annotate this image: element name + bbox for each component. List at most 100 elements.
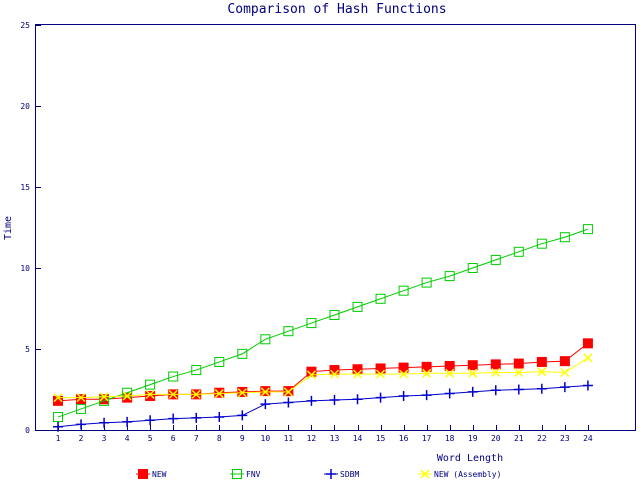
x-tick-label: 8	[217, 434, 222, 443]
x-tick-label: 6	[171, 434, 176, 443]
y-tick-label: 15	[20, 183, 30, 192]
x-tick-label: 12	[307, 434, 317, 443]
x-tick-label: 22	[537, 434, 547, 443]
x-tick-label: 10	[261, 434, 271, 443]
x-tick-label: 7	[194, 434, 199, 443]
data-point-sdbm	[306, 395, 317, 406]
data-point-fnv	[421, 277, 432, 288]
x-tick-label: 17	[422, 434, 432, 443]
data-point-sdbm	[444, 388, 455, 399]
data-point-new	[398, 362, 409, 373]
data-point-new-assembly	[445, 368, 455, 378]
legend-marker-sdbm	[326, 469, 336, 479]
y-tick-label: 10	[20, 264, 30, 273]
data-point-sdbm	[490, 385, 501, 396]
data-point-fnv	[329, 309, 340, 320]
data-point-fnv	[467, 263, 478, 273]
data-point-fnv	[536, 238, 547, 249]
data-point-new-assembly	[191, 389, 201, 399]
data-point-sdbm	[99, 417, 110, 428]
data-point-fnv	[168, 371, 179, 382]
data-point-new	[421, 361, 432, 372]
legend-marker-new	[138, 469, 148, 479]
data-point-new	[375, 363, 386, 374]
x-tick-label: 5	[148, 434, 153, 443]
legend-label-new: NEW	[152, 470, 167, 479]
data-point-new-assembly	[491, 367, 501, 378]
x-tick-label: 16	[399, 434, 409, 443]
data-point-new-assembly	[145, 389, 155, 399]
data-point-new	[536, 356, 547, 367]
x-tick-label: 11	[284, 434, 294, 443]
legend-label-sdbm: SDBM	[340, 470, 359, 479]
data-point-fnv	[398, 285, 409, 296]
data-point-new-assembly	[352, 369, 363, 379]
data-point-new-assembly	[122, 391, 132, 401]
y-axis-label: Time	[3, 216, 14, 240]
data-point-new-assembly	[560, 367, 570, 378]
data-point-new-assembly	[399, 369, 409, 379]
data-point-sdbm	[398, 390, 409, 401]
data-point-fnv	[76, 403, 87, 414]
data-point-new-assembly	[537, 367, 547, 377]
data-point-fnv	[214, 356, 225, 367]
x-tick-label: 13	[330, 434, 340, 443]
data-point-new-assembly	[376, 369, 386, 379]
data-point-sdbm	[76, 419, 87, 430]
x-tick-label: 18	[445, 434, 455, 443]
plot-frame	[35, 24, 636, 431]
x-tick-label: 3	[102, 434, 107, 443]
x-tick-label: 19	[468, 434, 478, 443]
data-point-new-assembly	[168, 389, 178, 399]
data-point-new	[467, 360, 478, 371]
data-point-new	[559, 356, 570, 367]
data-point-fnv	[122, 387, 133, 398]
data-point-fnv	[375, 293, 386, 304]
data-point-new-assembly	[329, 369, 340, 379]
series-line-new-assembly	[58, 357, 589, 399]
data-point-sdbm	[283, 397, 294, 408]
data-point-sdbm	[214, 412, 225, 423]
data-point-new	[53, 395, 63, 406]
data-point-new-assembly	[468, 368, 478, 378]
data-point-sdbm	[260, 399, 271, 410]
data-point-sdbm	[168, 413, 179, 424]
data-point-sdbm	[237, 410, 248, 421]
data-point-fnv	[237, 348, 248, 359]
legend-marker-fnv	[232, 469, 242, 479]
series-line-sdbm	[57, 384, 588, 428]
data-point-new	[145, 390, 156, 401]
x-tick-label: 4	[125, 434, 130, 443]
data-point-sdbm	[122, 416, 133, 427]
data-point-fnv	[352, 301, 363, 312]
data-point-new-assembly	[514, 367, 524, 378]
data-point-sdbm	[467, 386, 478, 397]
x-tick-label: 23	[560, 434, 570, 443]
y-tick-label: 25	[20, 21, 30, 30]
data-point-new-assembly	[422, 368, 432, 378]
data-point-fnv	[559, 232, 570, 243]
y-tick-label: 0	[25, 426, 30, 435]
data-point-new-assembly	[283, 387, 293, 397]
x-tick-label: 20	[491, 434, 501, 443]
y-axis: 0 5 10 15 20 25	[20, 21, 41, 435]
data-point-sdbm	[329, 395, 340, 406]
series-line-fnv	[57, 228, 589, 418]
data-point-new-assembly	[237, 388, 247, 398]
y-tick-label: 20	[20, 102, 30, 111]
data-point-fnv	[582, 224, 593, 235]
data-point-fnv	[53, 412, 63, 423]
data-point-new-assembly	[99, 392, 109, 402]
data-point-sdbm	[53, 421, 63, 432]
series-layer	[53, 224, 593, 432]
x-axis: 1 2 3 4 5 6 7 8 9 10 11 12 13 14 15 16 17 18 19 20 21 22 23 24	[56, 425, 593, 443]
data-point-sdbm	[191, 412, 202, 423]
series-new-assembly	[53, 353, 593, 403]
series-sdbm	[53, 380, 593, 432]
data-point-new	[582, 338, 593, 349]
data-point-sdbm	[375, 392, 386, 403]
legend: NEW FNV SDBM NEW (Assembly)	[136, 469, 501, 479]
data-point-fnv	[191, 365, 202, 376]
y-tick-label: 5	[25, 345, 30, 354]
data-point-new-assembly	[583, 353, 593, 363]
